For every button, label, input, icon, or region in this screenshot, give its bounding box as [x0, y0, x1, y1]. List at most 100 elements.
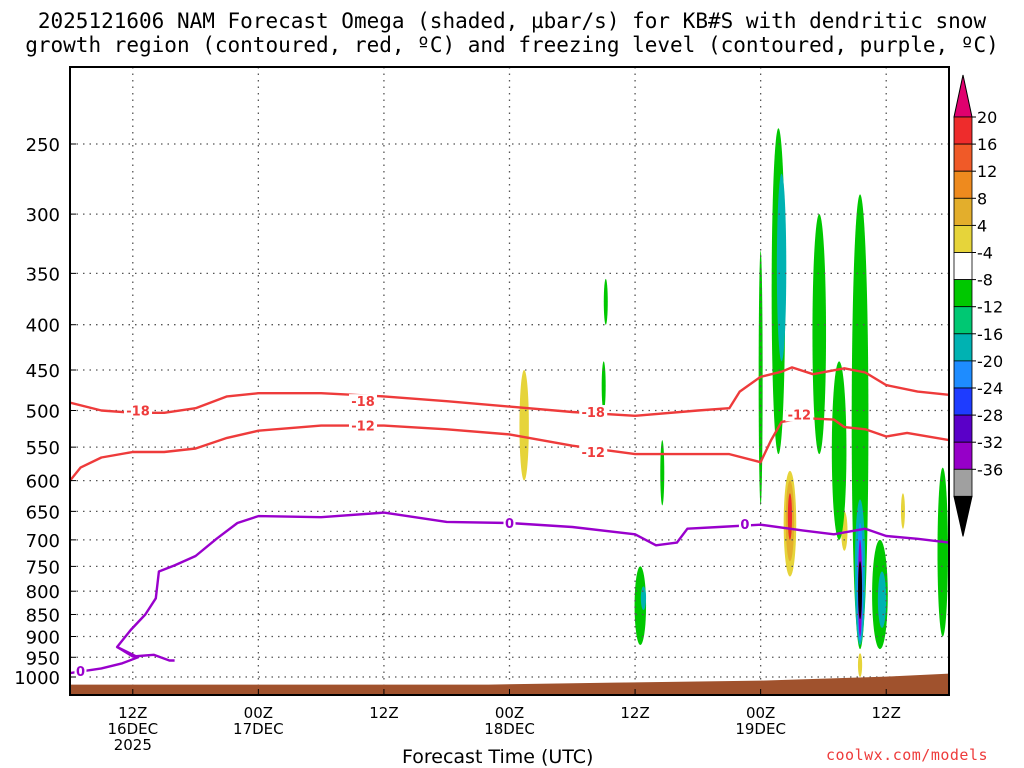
y-tick-label: 350	[26, 264, 60, 285]
x-tick-label: 00Z	[244, 704, 273, 722]
colorbar-bin	[953, 252, 973, 281]
contour-label: 0	[505, 517, 514, 532]
colorbar-label: -24	[977, 379, 1003, 398]
terrain-surface	[70, 673, 949, 695]
contour-label: -18	[351, 395, 375, 410]
omega-region	[877, 571, 887, 628]
colorbar-bin	[953, 170, 973, 199]
contour-label: 0	[740, 518, 749, 533]
x-tick-label: 18DEC	[484, 720, 535, 738]
x-tick-label: 19DEC	[735, 720, 786, 738]
colorbar-bin	[953, 279, 973, 308]
x-axis-title: Forecast Time (UTC)	[402, 746, 594, 768]
y-tick-label: 700	[26, 531, 60, 552]
colorbar-bin	[953, 224, 973, 253]
y-tick-label: 950	[26, 648, 60, 669]
colorbar-label: 16	[977, 135, 997, 154]
colorbar-bin	[953, 414, 973, 443]
omega-region	[812, 214, 827, 455]
x-tick-label: 16DEC	[107, 720, 158, 738]
x-tick-label: 12Z	[620, 704, 649, 722]
colorbar-bin	[953, 197, 973, 226]
colorbar-label: -28	[977, 406, 1003, 425]
y-tick-label: 550	[26, 438, 60, 459]
x-tick-label: 17DEC	[233, 720, 284, 738]
omega-region	[601, 361, 606, 411]
omega-region	[660, 440, 665, 506]
contour-label: -12	[351, 420, 375, 435]
colorbar-bin	[953, 441, 973, 470]
colorbar-label: 20	[977, 108, 997, 127]
colorbar-bin	[953, 116, 973, 145]
omega-region	[937, 467, 948, 637]
omega-region	[776, 173, 787, 362]
omega-region	[640, 586, 647, 610]
omega-region	[634, 566, 647, 645]
grid-layer	[70, 67, 949, 695]
x-tick-label: 12Z	[872, 704, 901, 722]
y-tick-label: 500	[26, 402, 60, 423]
contour-label: -12	[788, 408, 812, 423]
y-tick-label: 250	[26, 135, 60, 156]
omega-region	[857, 653, 863, 677]
colorbar-label: 4	[977, 216, 987, 235]
contour-label-bg	[785, 407, 814, 422]
colorbar-bin	[953, 468, 973, 497]
chart-title-line-2: growth region (contoured, red, ºC) and f…	[25, 33, 999, 57]
y-tick-label: 1000	[14, 668, 60, 689]
chart-title-line-1: 2025121606 NAM Forecast Omega (shaded, µ…	[37, 9, 987, 33]
x-tick-label: 12Z	[369, 704, 398, 722]
contour-label-bg	[738, 517, 751, 532]
contour-line	[116, 645, 175, 662]
y-tick-label: 600	[26, 472, 60, 493]
y-tick-label: 900	[26, 627, 60, 648]
contour-label-bg	[349, 394, 377, 409]
omega-region	[787, 493, 793, 540]
y-tick-label: 450	[26, 361, 60, 382]
colorbar-label: -16	[977, 325, 1003, 344]
colorbar-label: -32	[977, 433, 1003, 452]
contour-label-bg	[74, 664, 87, 679]
contour-line	[70, 366, 949, 417]
omega-region	[603, 278, 608, 325]
contour-label-bg	[124, 403, 153, 418]
omega-region	[858, 561, 863, 620]
contour-label: -18	[126, 405, 150, 420]
colorbar-bin	[953, 360, 973, 389]
omega-shading-layer	[519, 128, 948, 677]
colorbar-bin	[953, 333, 973, 362]
colorbar-bottom-arrow	[953, 495, 973, 537]
colorbar-top-arrow	[953, 74, 973, 118]
contour-label: 0	[76, 665, 85, 680]
colorbar-bin	[953, 143, 973, 172]
contour-line	[70, 511, 949, 675]
omega-colorbar: 20 16 12 8 4 -4 -8 -12 -16 -20 -24 -28 -32 -36	[953, 74, 1003, 537]
colorbar-label: 8	[977, 189, 987, 208]
contour-label-bg	[579, 445, 608, 460]
colorbar-bin	[953, 387, 973, 416]
contour-label-bg	[503, 516, 516, 531]
colorbar-label: -4	[977, 244, 993, 263]
contour-layer: -18 -18 -18 -12 -12 0 0 0 -12	[70, 366, 949, 680]
contour-label: -18	[581, 406, 605, 421]
omega-region	[831, 361, 847, 540]
contour-label: -12	[581, 446, 605, 461]
y-tick-label: 850	[26, 606, 60, 627]
x-tick-label: 00Z	[495, 704, 524, 722]
colorbar-label: -36	[977, 460, 1003, 479]
source-credit: coolwx.com/models	[826, 746, 989, 764]
colorbar-label: -12	[977, 298, 1003, 317]
colorbar-label: -8	[977, 271, 993, 290]
y-tick-label: 800	[26, 582, 60, 603]
x-tick-label: 00Z	[746, 704, 775, 722]
terrain-layer	[70, 673, 949, 695]
contour-label-bg	[579, 405, 608, 420]
colorbar-bin	[953, 306, 973, 335]
y-tick-label: 400	[26, 316, 60, 337]
y-tick-label: 650	[26, 502, 60, 523]
colorbar-label: 12	[977, 162, 997, 181]
pressure-axis: 2503003504004505005506006507007508008509…	[14, 135, 76, 689]
x-tick-label: 2025	[114, 736, 152, 754]
y-tick-label: 300	[26, 205, 60, 226]
